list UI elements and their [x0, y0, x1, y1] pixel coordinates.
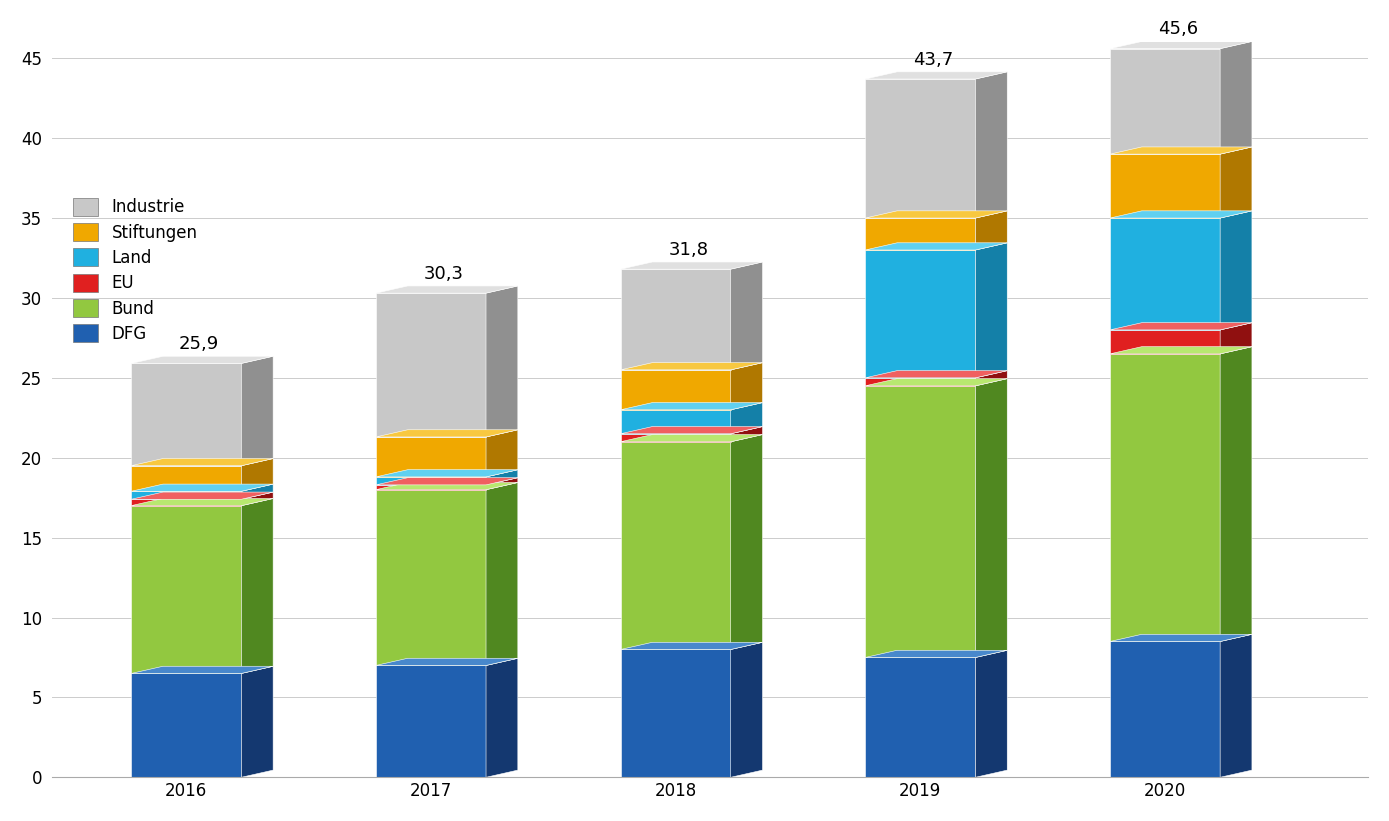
Polygon shape [486, 286, 518, 437]
Polygon shape [865, 211, 1007, 218]
Polygon shape [131, 498, 274, 506]
Polygon shape [865, 650, 1007, 658]
Text: 31,8: 31,8 [668, 241, 708, 259]
Polygon shape [131, 491, 242, 499]
Polygon shape [376, 429, 518, 437]
Polygon shape [376, 489, 486, 666]
Polygon shape [621, 434, 763, 442]
Polygon shape [1220, 211, 1251, 330]
Polygon shape [131, 364, 242, 466]
Text: 45,6: 45,6 [1157, 21, 1197, 39]
Polygon shape [731, 363, 763, 410]
Polygon shape [865, 243, 1007, 250]
Polygon shape [865, 378, 975, 386]
Polygon shape [131, 667, 274, 673]
Polygon shape [865, 378, 1007, 386]
Polygon shape [376, 477, 486, 485]
Polygon shape [131, 356, 274, 364]
Polygon shape [1110, 346, 1251, 354]
Polygon shape [621, 427, 763, 433]
Polygon shape [1110, 330, 1220, 354]
Polygon shape [1110, 635, 1251, 641]
Polygon shape [1220, 346, 1251, 641]
Polygon shape [621, 649, 731, 777]
Polygon shape [1220, 147, 1251, 218]
Polygon shape [621, 363, 763, 369]
Polygon shape [1110, 354, 1220, 641]
Polygon shape [1220, 635, 1251, 777]
Legend: Industrie, Stiftungen, Land, EU, Bund, DFG: Industrie, Stiftungen, Land, EU, Bund, D… [74, 198, 197, 343]
Polygon shape [376, 293, 486, 437]
Polygon shape [376, 658, 518, 666]
Polygon shape [376, 437, 486, 477]
Polygon shape [975, 370, 1007, 386]
Polygon shape [731, 427, 763, 442]
Polygon shape [975, 378, 1007, 658]
Polygon shape [1220, 42, 1251, 154]
Polygon shape [242, 484, 274, 499]
Polygon shape [1110, 211, 1251, 218]
Polygon shape [1110, 42, 1251, 48]
Polygon shape [621, 402, 763, 410]
Polygon shape [376, 286, 518, 293]
Polygon shape [376, 666, 486, 777]
Polygon shape [486, 470, 518, 485]
Polygon shape [1220, 323, 1251, 354]
Polygon shape [242, 498, 274, 673]
Polygon shape [242, 356, 274, 466]
Polygon shape [621, 369, 731, 410]
Polygon shape [975, 650, 1007, 777]
Polygon shape [1110, 48, 1220, 154]
Polygon shape [131, 484, 274, 491]
Polygon shape [486, 429, 518, 477]
Polygon shape [131, 673, 242, 777]
Polygon shape [131, 458, 274, 466]
Polygon shape [621, 269, 731, 369]
Polygon shape [865, 79, 975, 218]
Polygon shape [486, 478, 518, 489]
Polygon shape [621, 642, 763, 649]
Polygon shape [621, 410, 731, 433]
Polygon shape [621, 442, 731, 649]
Text: 30,3: 30,3 [424, 264, 464, 282]
Polygon shape [731, 434, 763, 649]
Polygon shape [242, 492, 274, 506]
Polygon shape [242, 667, 274, 777]
Polygon shape [621, 262, 763, 269]
Polygon shape [975, 243, 1007, 378]
Polygon shape [376, 485, 486, 489]
Polygon shape [975, 71, 1007, 218]
Polygon shape [1110, 218, 1220, 330]
Polygon shape [731, 402, 763, 433]
Text: 43,7: 43,7 [913, 51, 953, 69]
Polygon shape [865, 658, 975, 777]
Polygon shape [621, 433, 731, 442]
Polygon shape [731, 642, 763, 777]
Polygon shape [975, 211, 1007, 250]
Polygon shape [242, 458, 274, 491]
Polygon shape [1110, 323, 1251, 330]
Polygon shape [731, 262, 763, 369]
Text: 25,9: 25,9 [179, 335, 219, 353]
Polygon shape [376, 478, 518, 485]
Polygon shape [131, 466, 242, 491]
Polygon shape [131, 499, 242, 506]
Polygon shape [376, 470, 518, 477]
Polygon shape [376, 483, 518, 489]
Polygon shape [865, 218, 975, 250]
Polygon shape [131, 506, 242, 673]
Polygon shape [1110, 641, 1220, 777]
Polygon shape [486, 483, 518, 666]
Polygon shape [865, 370, 1007, 378]
Polygon shape [131, 492, 274, 499]
Polygon shape [486, 658, 518, 777]
Polygon shape [1110, 154, 1220, 218]
Polygon shape [865, 386, 975, 658]
Polygon shape [865, 250, 975, 378]
Polygon shape [1110, 147, 1251, 154]
Polygon shape [865, 71, 1007, 79]
